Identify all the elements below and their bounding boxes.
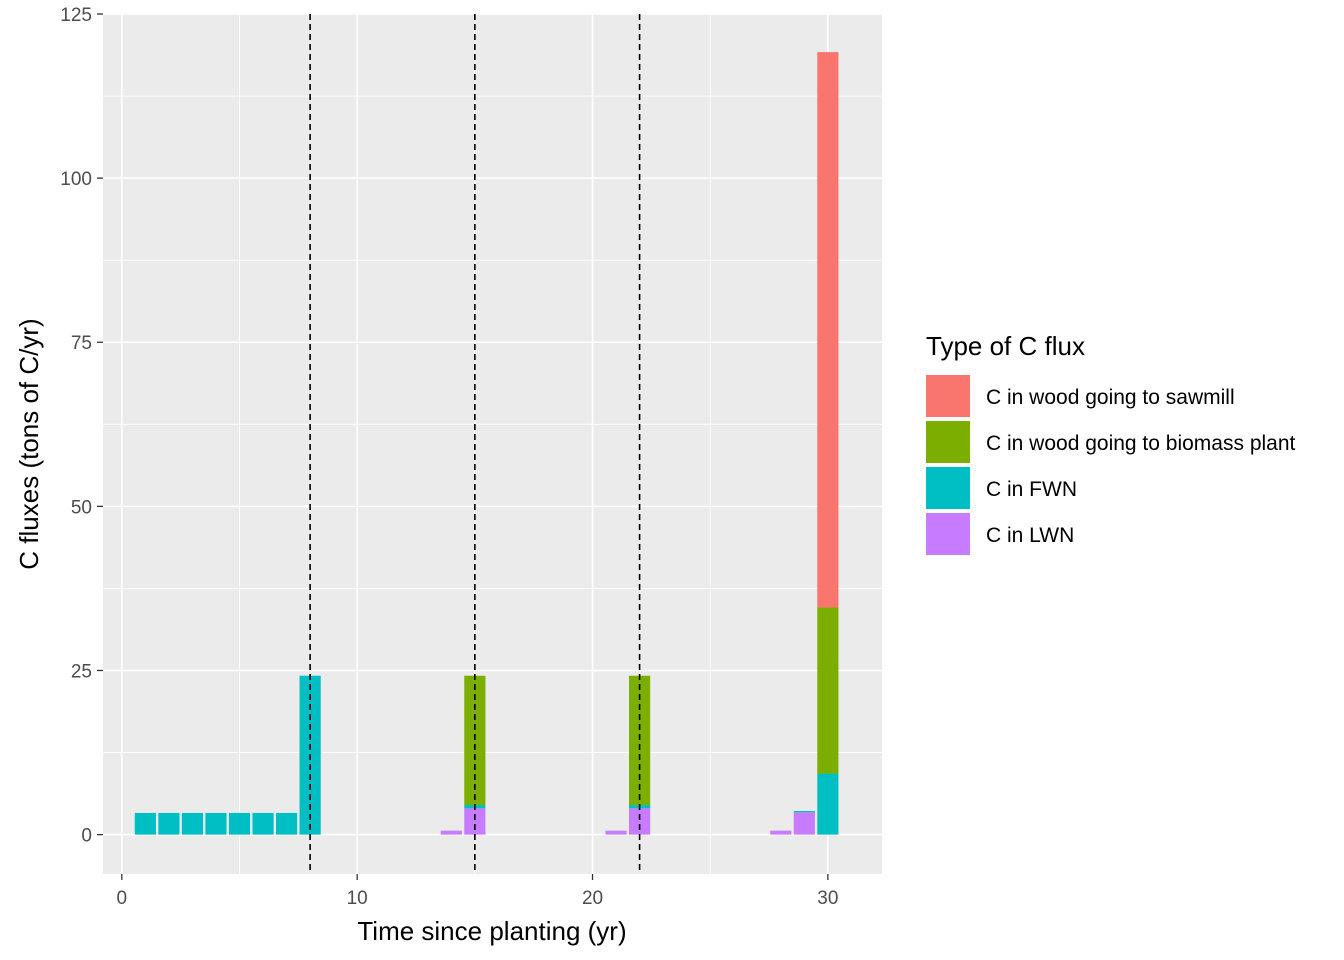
legend-key xyxy=(926,513,970,555)
bar xyxy=(605,830,627,835)
y-tick-label: 125 xyxy=(60,5,92,26)
bar xyxy=(817,607,839,774)
y-tick-label: 75 xyxy=(71,333,92,354)
y-tick-label: 0 xyxy=(81,826,92,847)
legend-title: Type of C flux xyxy=(926,331,1085,361)
bar xyxy=(629,675,651,806)
legend-key xyxy=(926,375,970,417)
bar xyxy=(181,812,204,835)
x-tick-label: 0 xyxy=(117,888,128,909)
x-tick-label: 10 xyxy=(347,888,368,909)
y-axis-title: C fluxes (tons of C/yr) xyxy=(14,318,44,569)
bar xyxy=(252,812,274,835)
bar xyxy=(770,830,792,835)
legend-key xyxy=(926,421,970,463)
legend-label: C in wood going to sawmill xyxy=(986,386,1235,409)
y-tick-label: 100 xyxy=(60,169,92,190)
bar xyxy=(440,830,462,835)
legend-label: C in LWN xyxy=(986,524,1074,547)
y-tick-label: 50 xyxy=(71,497,92,518)
legend-key xyxy=(926,467,970,509)
y-tick-label: 25 xyxy=(71,661,92,682)
bar xyxy=(793,810,815,813)
bar xyxy=(464,808,486,835)
reference-lines xyxy=(309,14,641,874)
bar xyxy=(817,52,839,608)
x-axis-title: Time since planting (yr) xyxy=(357,916,626,946)
tick-labels: 0 25 50 75 100 125 0 10 20 30 xyxy=(60,5,838,909)
bar xyxy=(629,808,651,835)
legend-label: C in FWN xyxy=(986,478,1077,501)
bar xyxy=(158,812,180,835)
legend-label: C in wood going to biomass plant xyxy=(986,432,1296,455)
bar xyxy=(793,812,815,835)
bar xyxy=(228,812,251,835)
bar xyxy=(464,675,486,806)
x-tick-label: 30 xyxy=(817,888,838,909)
bar xyxy=(205,812,227,835)
bar xyxy=(817,773,839,835)
legend: Type of C flux C in wood going to sawmil… xyxy=(926,331,1296,555)
plot-panel xyxy=(103,14,882,874)
x-tick-label: 20 xyxy=(582,888,603,909)
axes xyxy=(97,13,829,880)
bar xyxy=(134,812,156,835)
bar xyxy=(275,812,298,835)
